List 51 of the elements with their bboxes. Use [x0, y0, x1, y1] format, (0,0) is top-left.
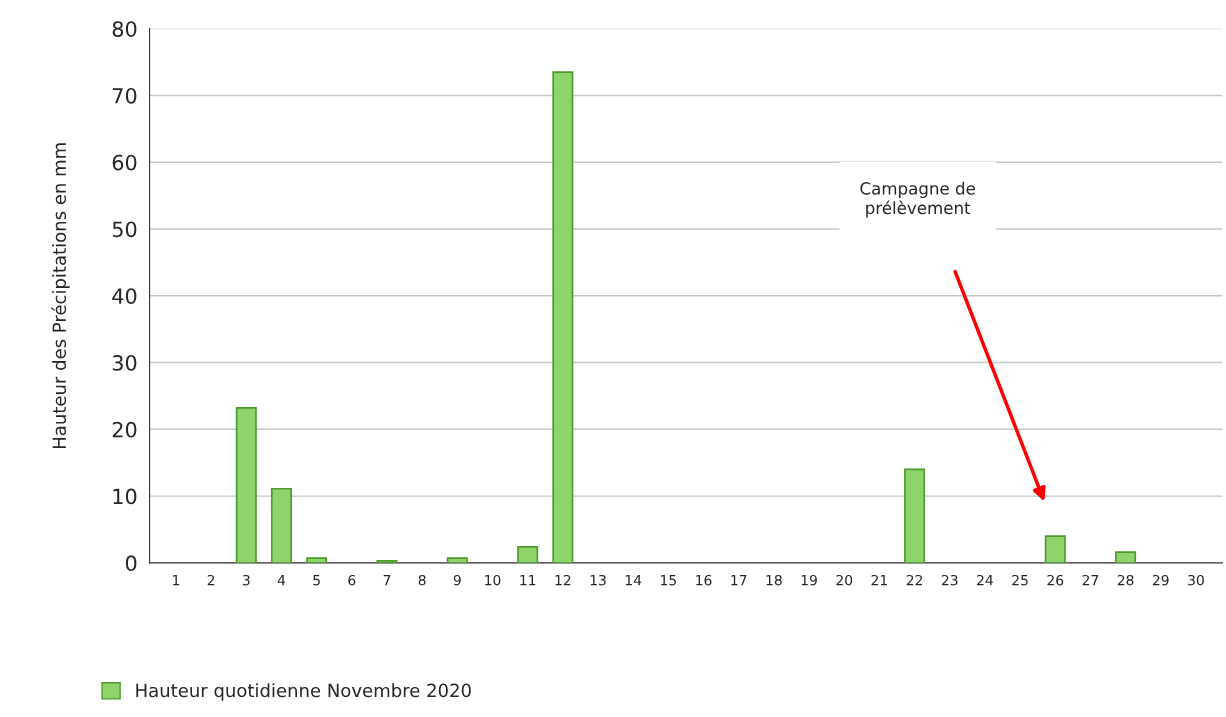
x-tick-label: 11 [520, 575, 536, 586]
y-tick-label: 50 [112, 221, 137, 238]
x-tick-label: 3 [242, 574, 250, 586]
x-tick-label: 19 [801, 574, 817, 586]
x-tick-label: 5 [313, 575, 320, 586]
y-tick-label: 40 [112, 288, 137, 304]
x-tick-label: 12 [555, 574, 571, 586]
y-tick-label: 10 [113, 488, 137, 505]
legend-label: Hauteur quotidienne Novembre 2020 [136, 683, 471, 701]
x-tick-label: 1 [173, 575, 180, 586]
x-tick-label: 4 [277, 575, 286, 586]
x-tick-label: 30 [1188, 574, 1204, 586]
bar [552, 71, 574, 563]
x-tick-label: 7 [383, 575, 391, 586]
x-tick-label: 26 [1047, 574, 1064, 586]
x-tick-label: 2 [207, 574, 215, 586]
x-tick-label: 15 [661, 575, 676, 586]
bar [306, 557, 328, 563]
bar [517, 545, 539, 563]
x-tick-label: 10 [485, 574, 501, 586]
x-tick-label: 16 [696, 574, 712, 586]
x-tick-label: 17 [731, 575, 747, 586]
bar [446, 557, 468, 563]
y-tick-label: 80 [112, 21, 137, 37]
x-tick-label: 13 [590, 574, 606, 586]
x-tick-label: 23 [941, 574, 958, 586]
x-tick-label: 21 [871, 574, 887, 586]
x-tick-label: 25 [1012, 574, 1028, 586]
x-tick-label: 6 [348, 574, 356, 586]
y-tick-label: 20 [112, 421, 137, 438]
y-tick-label: 0 [125, 555, 137, 572]
x-tick-label: 28 [1117, 574, 1134, 586]
x-tick-label: 29 [1152, 574, 1169, 586]
x-tick-label: 14 [625, 575, 642, 586]
x-tick-label: 27 [1082, 574, 1099, 586]
bar [1115, 551, 1137, 563]
bar [270, 487, 292, 563]
bar [1044, 535, 1066, 563]
x-tick-label: 8 [418, 574, 426, 586]
y-axis-title: Hauteur des Précipitations en mm [51, 143, 70, 449]
x-tick-label: 22 [906, 574, 923, 586]
bar [904, 468, 926, 563]
bar [235, 407, 257, 563]
x-tick-label: 24 [977, 574, 993, 586]
annotation: Campagne de prélèvement [860, 181, 975, 218]
y-tick-label: 70 [112, 87, 137, 104]
x-tick-label: 9 [453, 574, 461, 586]
y-tick-label: 60 [112, 154, 137, 171]
x-tick-label: 18 [766, 574, 782, 586]
y-tick-label: 30 [112, 354, 137, 371]
x-tick-label: 20 [836, 574, 853, 586]
